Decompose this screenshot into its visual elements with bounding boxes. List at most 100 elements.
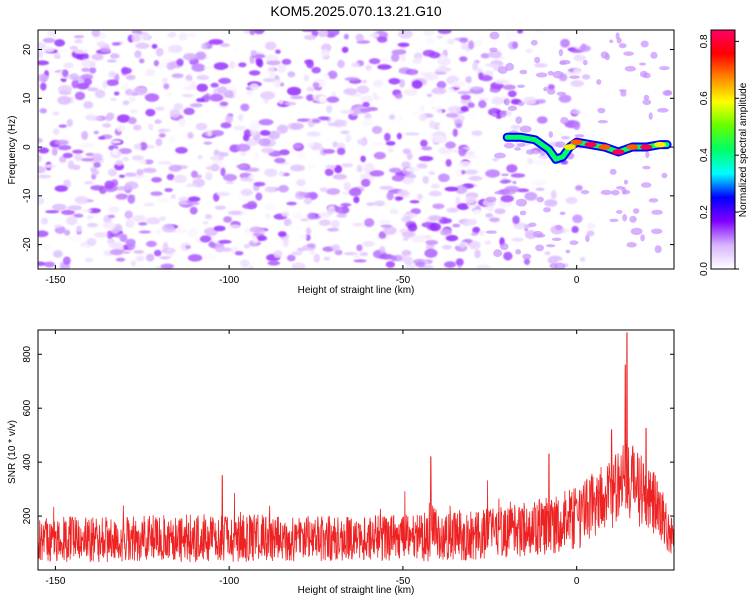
heatmap-cell	[406, 152, 413, 161]
x-tick-label: 0	[574, 275, 580, 286]
heatmap-cell	[422, 30, 435, 37]
heatmap-cell	[157, 161, 173, 165]
heatmap-cell	[216, 191, 231, 197]
heatmap-cell	[429, 222, 442, 232]
heatmap-cell	[527, 158, 534, 165]
heatmap-cell	[240, 177, 253, 182]
heatmap-cell	[158, 133, 166, 138]
heatmap-cell	[348, 187, 362, 197]
heatmap-cell	[131, 155, 145, 161]
heatmap-cell	[622, 189, 631, 195]
heatmap-cell	[307, 163, 315, 171]
heatmap-cell	[224, 68, 234, 73]
signal-peak	[626, 144, 639, 150]
heatmap-cell	[369, 32, 380, 38]
heatmap-cell	[213, 149, 220, 156]
heatmap-cell	[278, 99, 284, 105]
heatmap-cell	[611, 189, 620, 196]
heatmap-cell	[38, 166, 46, 174]
heatmap-cell	[81, 58, 92, 68]
heatmap-cell	[143, 202, 156, 207]
heatmap-cell	[437, 173, 450, 183]
heatmap-cell	[155, 138, 163, 147]
heatmap-cell	[491, 112, 498, 117]
heatmap-cell	[389, 208, 399, 215]
heatmap-cell	[89, 66, 97, 74]
heatmap-cell	[443, 261, 457, 268]
heatmap-cell	[133, 143, 142, 150]
heatmap-cell	[556, 91, 567, 96]
heatmap-cell	[220, 43, 231, 47]
heatmap-cell	[185, 245, 191, 250]
heatmap-cell	[264, 168, 278, 178]
heatmap-cell	[322, 36, 329, 43]
heatmap-cell	[264, 41, 277, 51]
heatmap-cell	[87, 87, 99, 92]
heatmap-cell	[228, 224, 241, 228]
heatmap-cell	[632, 208, 640, 214]
heatmap-cell	[622, 214, 628, 222]
heatmap-cell	[38, 50, 44, 59]
heatmap-cell	[515, 198, 528, 207]
heatmap-cell	[535, 187, 545, 191]
heatmap-cell	[555, 224, 563, 231]
heatmap-cell	[298, 192, 309, 197]
heatmap-cell	[45, 210, 60, 214]
heatmap-cell	[85, 152, 95, 157]
heatmap-cell	[326, 96, 340, 103]
heatmap-cell	[373, 200, 386, 207]
heatmap-cell	[349, 107, 360, 117]
heatmap-cell	[46, 30, 57, 38]
heatmap-cell	[360, 178, 371, 187]
heatmap-cell	[186, 201, 200, 206]
heatmap-cell	[52, 128, 60, 135]
y-tick-label: -20	[22, 237, 33, 252]
heatmap-cell	[246, 88, 254, 96]
heatmap-cell	[208, 93, 224, 102]
heatmap-cell	[167, 32, 176, 38]
heatmap-cell	[91, 30, 101, 38]
heatmap-cell	[155, 47, 164, 57]
heatmap-cell	[411, 234, 426, 244]
heatmap-cell	[569, 240, 579, 246]
colorbar-tick-label: 0.0	[699, 262, 710, 276]
heatmap-x-axis: -150 -100 -50 0	[45, 30, 580, 286]
heatmap-cell	[175, 146, 188, 154]
heatmap-cell	[286, 254, 296, 262]
heatmap-cell	[558, 94, 572, 103]
heatmap-cell	[515, 249, 522, 255]
heatmap-cell	[208, 39, 224, 45]
heatmap-cell	[213, 62, 229, 70]
heatmap-cell	[457, 160, 473, 168]
y-tick-label: 20	[22, 44, 33, 56]
snr-series-line	[38, 332, 674, 563]
heatmap-cell	[401, 249, 412, 257]
heatmap-cell	[173, 174, 187, 184]
heatmap-cell	[237, 195, 250, 202]
heatmap-cell	[63, 62, 74, 69]
heatmap-cell	[320, 49, 330, 58]
heatmap-cell	[73, 49, 88, 55]
heatmap-cell	[478, 97, 490, 101]
heatmap-cell	[344, 77, 359, 81]
heatmap-cell	[573, 68, 582, 75]
heatmap-cell	[38, 196, 45, 205]
heatmap-cell	[385, 261, 396, 268]
heatmap-cell	[101, 123, 112, 128]
heatmap-cell	[269, 72, 275, 79]
heatmap-cell	[213, 225, 226, 232]
heatmap-cell	[326, 30, 340, 37]
heatmap-cell	[418, 155, 434, 162]
heatmap-cell	[419, 105, 426, 113]
heatmap-cell	[122, 249, 135, 253]
heatmap-cell	[454, 185, 468, 194]
heatmap-cell	[53, 52, 61, 57]
heatmap-cell	[244, 227, 250, 236]
heatmap-cell	[70, 73, 79, 81]
heatmap-cell	[273, 250, 283, 259]
heatmap-cell	[555, 141, 566, 148]
heatmap-cell	[334, 249, 343, 256]
heatmap-cell	[187, 228, 199, 238]
heatmap-cell	[81, 130, 89, 140]
heatmap-cell	[460, 94, 471, 100]
